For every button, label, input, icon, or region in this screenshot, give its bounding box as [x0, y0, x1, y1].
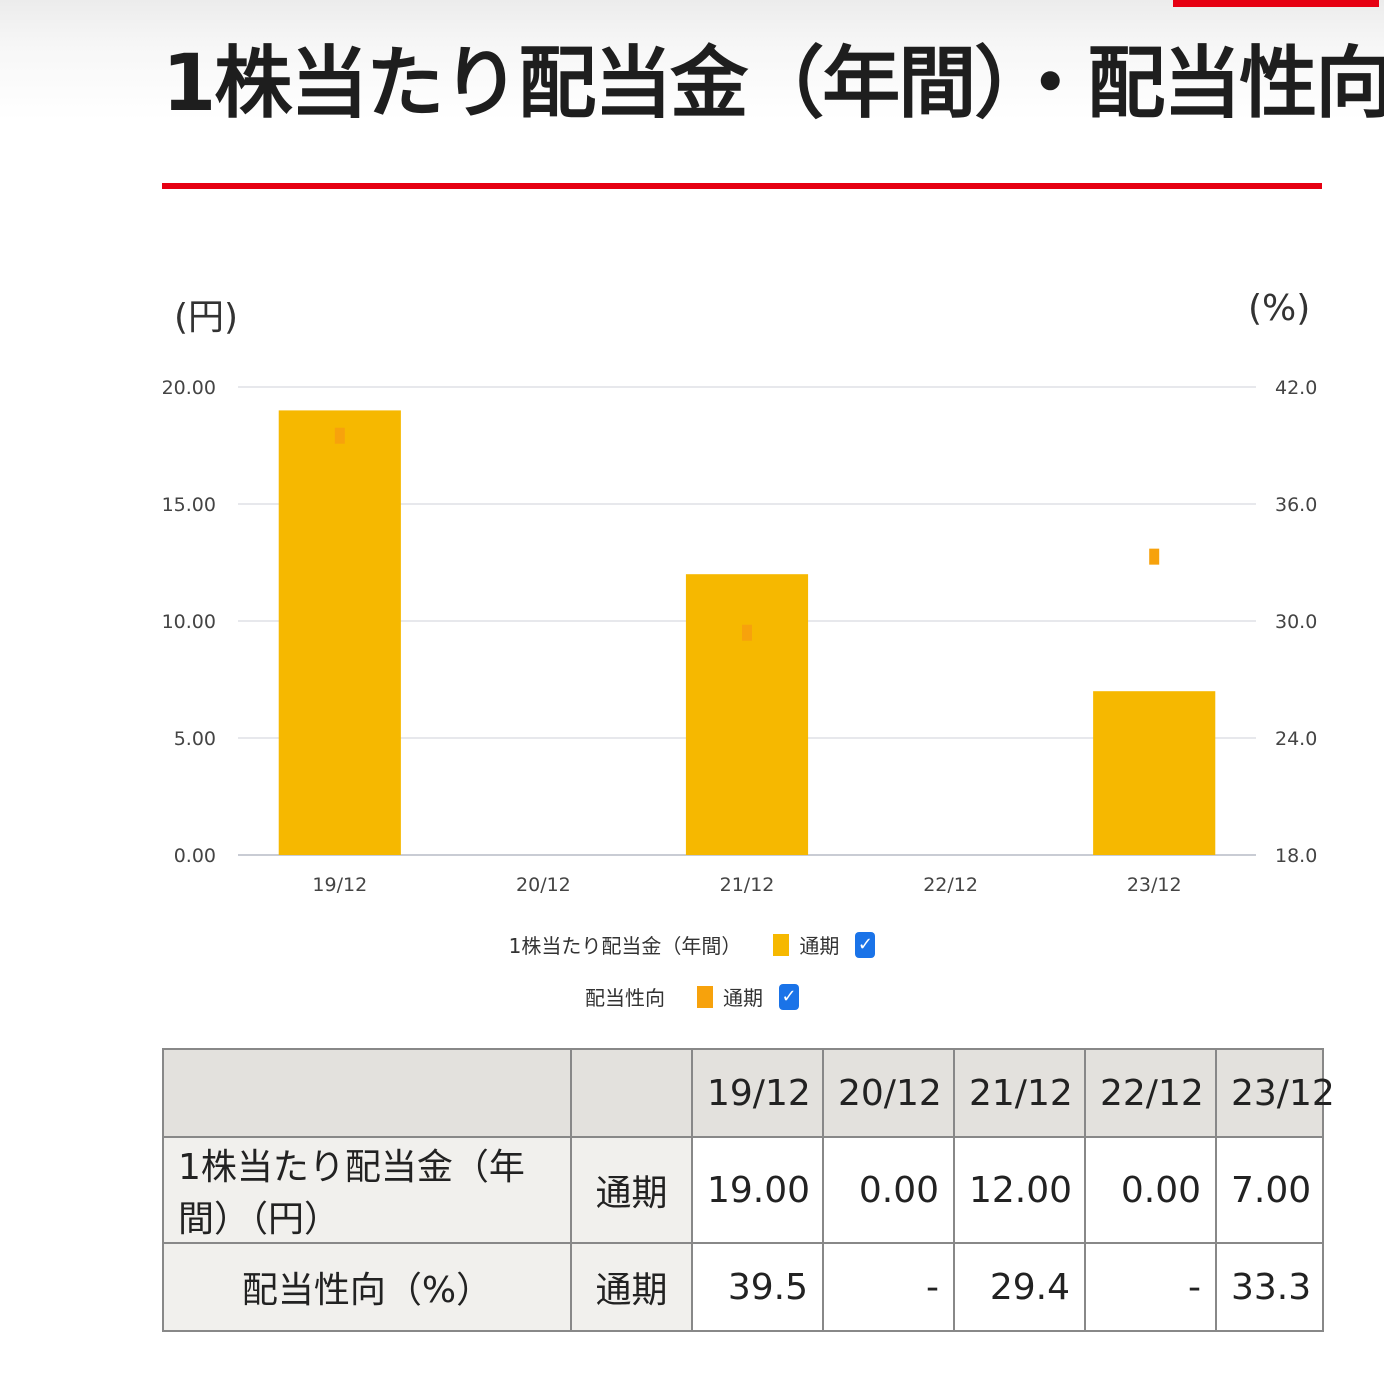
y-right-tick-label: 24.0 — [1275, 728, 1317, 750]
x-tick-label: 19/12 — [312, 874, 367, 896]
y-left-tick-label: 20.00 — [162, 377, 216, 399]
header-background — [0, 0, 1384, 120]
table-header-cell: 21/12 — [953, 1048, 1086, 1138]
x-tick-label: 21/12 — [720, 874, 775, 896]
table-header-cell: 20/12 — [822, 1048, 955, 1138]
dividend-table: 19/12 20/12 21/12 22/12 23/12 1株当たり配当金（年… — [162, 1048, 1335, 1332]
table-cell: 39.5 — [691, 1242, 824, 1332]
point-payout-ratio — [1149, 548, 1160, 565]
legend-swatch-dividend — [773, 933, 790, 956]
legend-label-payout: 配当性向 — [585, 986, 665, 1010]
row-period: 通期 — [570, 1136, 693, 1244]
right-axis-unit: (%) — [1248, 288, 1311, 329]
y-right-tick-label: 30.0 — [1275, 611, 1317, 633]
x-tick-label: 20/12 — [516, 874, 571, 896]
legend-checkbox-dividend[interactable]: ✓ — [855, 931, 876, 958]
y-left-tick-label: 10.00 — [162, 611, 216, 633]
bar-dividend — [1093, 691, 1216, 855]
row-label-dividend: 1株当たり配当金（年間）（円） — [162, 1136, 572, 1244]
left-axis-unit: (円) — [174, 297, 239, 338]
table-header-cell — [162, 1048, 572, 1138]
legend-checkbox-payout[interactable]: ✓ — [779, 983, 799, 1010]
legend-row-payout: 配当性向 通期 ✓ — [0, 982, 1384, 1011]
legend-period-dividend: 通期 — [799, 934, 840, 958]
table-cell: - — [822, 1242, 955, 1332]
dividend-chart: 0.00 5.00 10.00 15.00 20.00 18.0 24.0 30.0 36.0 4… — [162, 377, 1318, 896]
legend-swatch-payout — [697, 985, 713, 1008]
y-left-tick-label: 5.00 — [174, 728, 216, 750]
legend-row-dividend: 1株当たり配当金（年間） 通期 ✓ — [0, 930, 1384, 959]
table-cell: 33.3 — [1215, 1242, 1324, 1332]
table-cell: 29.4 — [953, 1242, 1086, 1332]
title-underline — [162, 183, 1322, 189]
table-cell: 12.00 — [953, 1136, 1086, 1244]
bar-dividend — [685, 574, 809, 855]
table-header-row: 19/12 20/12 21/12 22/12 23/12 — [162, 1048, 1335, 1138]
y-right-tick-label: 42.0 — [1275, 377, 1317, 399]
point-payout-ratio — [742, 624, 752, 641]
table-row: 1株当たり配当金（年間）（円） 通期 19.00 0.00 12.00 0.00… — [162, 1136, 1324, 1244]
table-cell: - — [1084, 1242, 1217, 1332]
legend-label-dividend: 1株当たり配当金（年間） — [508, 934, 742, 958]
table-header-cell — [570, 1048, 693, 1138]
y-left-tick-label: 0.00 — [174, 845, 216, 867]
y-right-tick-label: 36.0 — [1275, 494, 1317, 516]
y-right-tick-label: 18.0 — [1275, 845, 1317, 867]
table-header-cell: 22/12 — [1084, 1048, 1217, 1138]
table-header-cell: 23/12 — [1215, 1048, 1335, 1138]
table-cell: 7.00 — [1215, 1136, 1324, 1244]
legend-period-payout: 通期 — [723, 986, 763, 1010]
point-payout-ratio — [334, 427, 345, 444]
row-period: 通期 — [570, 1242, 693, 1332]
bar-dividend — [278, 410, 401, 855]
header-accent-bar — [1173, 0, 1379, 7]
table-row: 配当性向（%） 通期 39.5 - 29.4 - 33.3 — [162, 1242, 1324, 1332]
table-cell: 0.00 — [1084, 1136, 1217, 1244]
table-cell: 0.00 — [822, 1136, 955, 1244]
table-cell: 19.00 — [691, 1136, 824, 1244]
row-label-payout: 配当性向（%） — [162, 1242, 572, 1332]
x-tick-label: 23/12 — [1127, 874, 1182, 896]
table-header-cell: 19/12 — [691, 1048, 824, 1138]
y-left-tick-label: 15.00 — [162, 494, 216, 516]
x-tick-label: 22/12 — [923, 874, 978, 896]
page-title: 1株当たり配当金（年間）・配当性向 — [162, 39, 1384, 129]
